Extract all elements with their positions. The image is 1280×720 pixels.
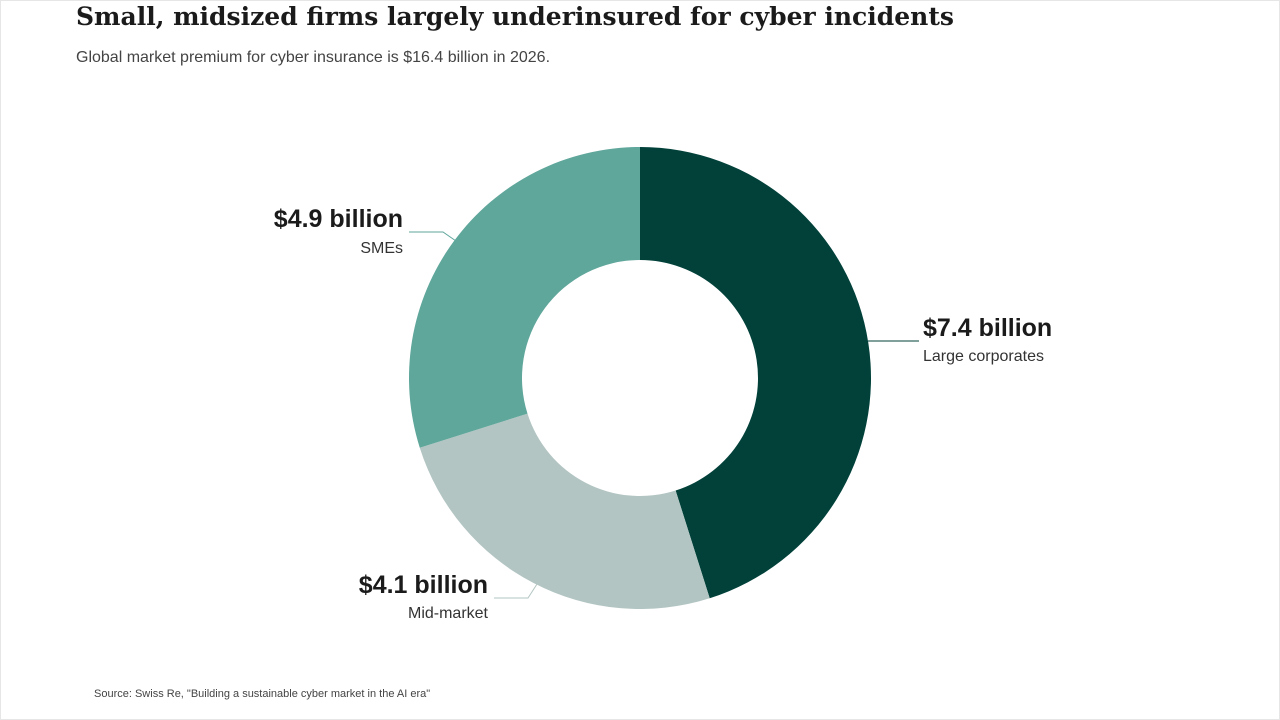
slice-category-label: Large corporates	[923, 348, 1044, 365]
source-note: Source: Swiss Re, "Building a sustainabl…	[94, 688, 431, 700]
slice-category-label: Mid-market	[408, 605, 489, 622]
slice-value-label: $4.9 billion	[274, 205, 403, 233]
slice-category-label: SMEs	[360, 240, 403, 257]
slice-value-label: $4.1 billion	[359, 571, 488, 599]
chart-title: Small, midsized firms largely underinsur…	[76, 2, 954, 31]
donut-slice-mid-market	[419, 413, 710, 609]
donut-slice-large-corporates	[640, 147, 872, 599]
leader-line	[494, 580, 540, 599]
leader-line	[409, 231, 457, 242]
donut-slice-smes	[409, 147, 640, 448]
chart-subtitle: Global market premium for cyber insuranc…	[76, 49, 551, 66]
slice-value-label: $7.4 billion	[923, 314, 1052, 342]
